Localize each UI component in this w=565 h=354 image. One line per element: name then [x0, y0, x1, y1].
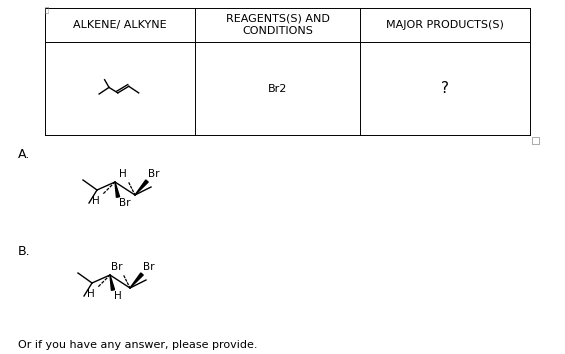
- Text: ALKENE/ ALKYNE: ALKENE/ ALKYNE: [73, 20, 167, 30]
- Text: Br: Br: [111, 262, 122, 272]
- Text: MAJOR PRODUCTS(S): MAJOR PRODUCTS(S): [386, 20, 504, 30]
- Text: ?: ?: [441, 81, 449, 96]
- Text: B.: B.: [18, 245, 31, 258]
- Text: Or if you have any answer, please provide.: Or if you have any answer, please provid…: [18, 340, 258, 350]
- Text: H: H: [119, 169, 127, 179]
- Text: Br: Br: [148, 169, 159, 179]
- Polygon shape: [115, 182, 120, 197]
- Text: Br: Br: [143, 262, 154, 272]
- Text: H: H: [114, 291, 121, 301]
- Text: A.: A.: [18, 148, 31, 161]
- Text: H: H: [87, 289, 95, 299]
- Polygon shape: [135, 180, 148, 195]
- Text: H: H: [92, 196, 100, 206]
- Text: Br2: Br2: [268, 84, 287, 93]
- Bar: [532, 137, 539, 144]
- Text: ⬜: ⬜: [45, 6, 49, 13]
- Polygon shape: [110, 275, 115, 290]
- Text: Br: Br: [119, 198, 131, 208]
- Text: REAGENTS(S) AND
CONDITIONS: REAGENTS(S) AND CONDITIONS: [225, 14, 329, 36]
- Polygon shape: [130, 273, 143, 288]
